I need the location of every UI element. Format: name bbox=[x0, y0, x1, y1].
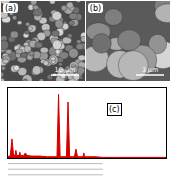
svg-text:(c): (c) bbox=[109, 105, 120, 114]
svg-text:(a): (a) bbox=[5, 4, 16, 13]
svg-text:10 μm: 10 μm bbox=[55, 66, 76, 74]
svg-text:3 μm: 3 μm bbox=[142, 66, 159, 74]
svg-text:(b): (b) bbox=[90, 4, 101, 13]
